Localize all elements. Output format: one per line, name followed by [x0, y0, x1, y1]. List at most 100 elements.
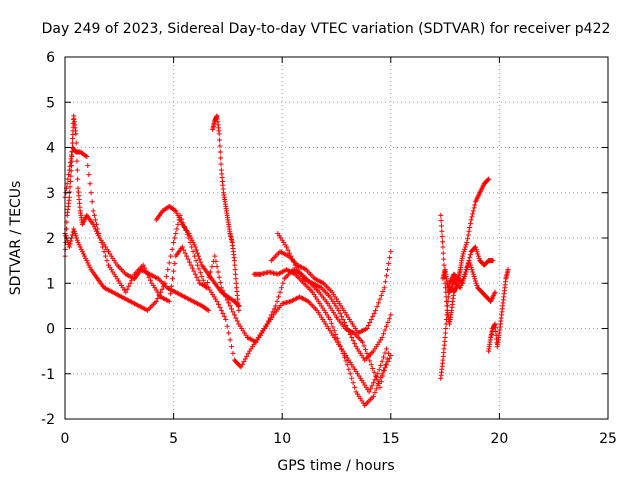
- data-point: [172, 207, 178, 213]
- data-point: [156, 292, 162, 298]
- data-point: [352, 341, 358, 347]
- data-point: [439, 233, 445, 239]
- data-point: [492, 289, 498, 295]
- data-point: [173, 230, 179, 236]
- data-point: [445, 294, 451, 300]
- y-tick-label: 4: [46, 141, 55, 157]
- data-point: [124, 286, 130, 292]
- data-point: [226, 300, 232, 306]
- data-point: [470, 211, 476, 217]
- data-point: [470, 271, 476, 277]
- data-point: [374, 304, 380, 310]
- data-point: [68, 156, 74, 162]
- data-point: [101, 249, 107, 255]
- data-point: [78, 246, 84, 252]
- data-point: [233, 276, 239, 282]
- data-point: [462, 271, 468, 277]
- data-point: [443, 321, 449, 327]
- data-point: [330, 324, 336, 330]
- data-point: [373, 307, 379, 313]
- data-point: [343, 358, 349, 364]
- data-point: [339, 313, 345, 319]
- data-point: [69, 154, 75, 160]
- data-point: [205, 279, 211, 285]
- data-point: [203, 285, 209, 291]
- data-point: [376, 378, 382, 384]
- data-point: [241, 359, 247, 365]
- data-point: [69, 232, 75, 238]
- data-point: [197, 270, 203, 276]
- data-point: [368, 386, 374, 392]
- data-point: [458, 283, 464, 289]
- data-point: [83, 255, 89, 261]
- data-point: [216, 131, 222, 137]
- data-point: [71, 228, 77, 234]
- data-point: [360, 339, 366, 345]
- data-point: [439, 228, 445, 234]
- data-point: [96, 233, 102, 239]
- y-tick-label: 0: [46, 322, 55, 338]
- data-point: [385, 359, 391, 365]
- data-point: [285, 247, 291, 253]
- data-point: [470, 208, 476, 214]
- data-point: [175, 221, 181, 227]
- data-point: [194, 274, 200, 280]
- x-tick-labels: 0 5 10 15 20 25: [61, 431, 617, 447]
- data-point: [71, 226, 77, 232]
- data-point: [234, 318, 240, 324]
- data-point: [471, 205, 477, 211]
- data-point: [92, 226, 98, 232]
- data-point: [467, 255, 473, 261]
- data-point: [388, 353, 394, 359]
- data-point: [218, 155, 224, 161]
- data-point: [91, 224, 97, 230]
- data-point: [383, 362, 389, 368]
- data-point: [217, 279, 223, 285]
- data-point: [229, 344, 235, 350]
- data-point: [196, 253, 202, 259]
- data-point: [469, 214, 475, 220]
- data-point: [73, 140, 79, 146]
- data-point: [155, 295, 161, 301]
- data-point: [472, 202, 478, 208]
- data-point: [341, 354, 347, 360]
- data-point: [459, 278, 465, 284]
- data-point: [386, 356, 392, 362]
- data-point: [233, 358, 239, 364]
- data-point: [213, 258, 219, 264]
- data-point: [383, 273, 389, 279]
- data-point: [372, 390, 378, 396]
- data-point: [198, 259, 204, 265]
- data-point: [368, 362, 374, 368]
- data-point: [270, 309, 276, 315]
- series-s2: [62, 212, 389, 395]
- x-tick-label: 0: [61, 431, 70, 447]
- data-point: [381, 285, 387, 291]
- data-point: [232, 262, 238, 268]
- data-point: [193, 247, 199, 253]
- data-point: [172, 261, 178, 267]
- data-point: [377, 296, 383, 302]
- data-point: [361, 343, 367, 349]
- data-point: [191, 242, 197, 248]
- data-point: [373, 373, 379, 379]
- data-point: [230, 350, 236, 356]
- data-point: [76, 242, 82, 248]
- data-point: [178, 219, 184, 225]
- data-point: [364, 350, 370, 356]
- data-point: [184, 253, 190, 259]
- data-point: [171, 240, 177, 246]
- data-point: [147, 277, 153, 283]
- data-point: [459, 280, 465, 286]
- data-point: [349, 335, 355, 341]
- data-point: [385, 267, 391, 273]
- data-point: [239, 361, 245, 367]
- data-point: [344, 362, 350, 368]
- data-point: [95, 230, 101, 236]
- data-point: [204, 307, 210, 313]
- data-point: [163, 273, 169, 279]
- data-point: [192, 244, 198, 250]
- data-point: [69, 149, 75, 155]
- data-point: [158, 289, 164, 295]
